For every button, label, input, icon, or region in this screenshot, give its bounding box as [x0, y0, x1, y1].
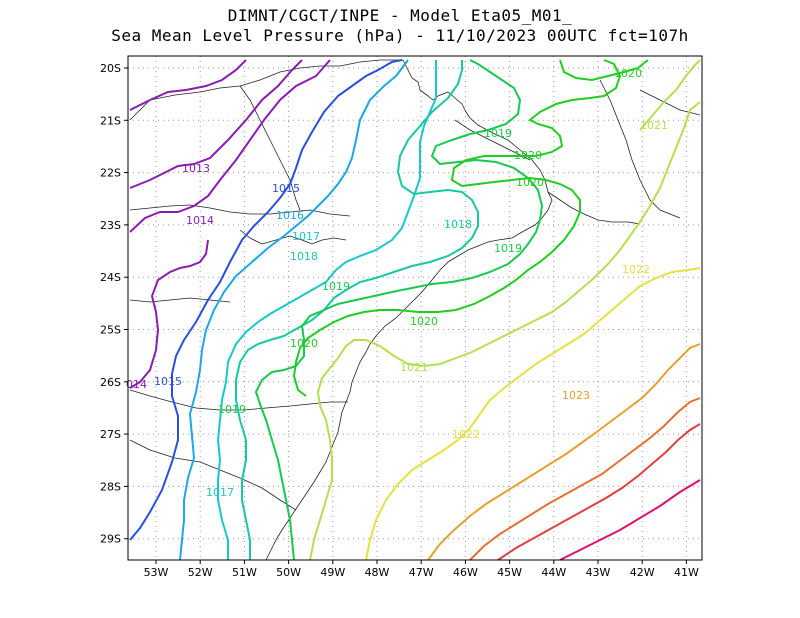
lon-label: 41W — [674, 566, 699, 579]
lon-label: 49W — [320, 566, 345, 579]
isobar-label: 1020 — [290, 337, 318, 350]
isobar-label: 1019 — [494, 242, 522, 255]
map-title-line-1: DIMNT/CGCT/INPE - Model Eta05_M01_ — [227, 6, 573, 25]
isobar-1020c — [292, 347, 307, 397]
map-frame — [127, 55, 703, 561]
isobars — [129, 59, 701, 561]
isobar-label: 1017 — [206, 486, 234, 499]
map-title-line-2: Sea Mean Level Pressure (hPa) - 11/10/20… — [111, 26, 689, 45]
lon-label: 52W — [188, 566, 213, 579]
isobar-1022 — [365, 267, 701, 561]
isobar-labels: 1013 1014 014 1015 1015 1016 1017 1017 1… — [126, 67, 668, 499]
isobar-label: 1018 — [444, 218, 472, 231]
lon-label: 44W — [541, 566, 566, 579]
isobar-label: 1016 — [276, 209, 304, 222]
isobar-label: 1014 — [186, 214, 214, 227]
isobar-label: 014 — [126, 378, 147, 391]
lat-label: 20S — [100, 62, 121, 75]
isobar-1018 — [235, 60, 479, 560]
lon-label: 51W — [232, 566, 257, 579]
isobar-label: 1022 — [622, 263, 650, 276]
isobar-1020a — [299, 59, 622, 349]
isobar-label: 1020 — [614, 67, 642, 80]
lat-label: 26S — [100, 376, 121, 389]
isobar-label: 1020 — [514, 149, 542, 162]
lon-label: 45W — [497, 566, 522, 579]
isobar-label: 1015 — [272, 182, 300, 195]
lat-label: 21S — [100, 114, 121, 127]
isobar-1016 — [179, 59, 409, 561]
isobar-1020b — [559, 59, 649, 82]
isobar-label: 1017 — [292, 230, 320, 243]
isobar-label: 1019 — [322, 280, 350, 293]
isobar-1021b — [639, 59, 701, 131]
isobar-label: 1021 — [400, 361, 428, 374]
isobar-label: 1022 — [452, 428, 480, 441]
lon-label: 46W — [453, 566, 478, 579]
isobar-1021 — [309, 101, 701, 561]
lon-label: 47W — [409, 566, 434, 579]
isobar-1025 — [497, 423, 701, 561]
isobar-1024 — [469, 397, 701, 561]
lat-label: 24S — [100, 271, 121, 284]
lat-label: 29S — [100, 533, 121, 546]
lon-label: 50W — [276, 566, 301, 579]
isobar-1023 — [427, 343, 701, 561]
lon-label: 43W — [586, 566, 611, 579]
isobar-label: 1023 — [562, 389, 590, 402]
lat-label: 27S — [100, 428, 121, 441]
isobar-1014 — [129, 59, 331, 389]
lon-label: 53W — [144, 566, 169, 579]
lat-label: 23S — [100, 219, 121, 232]
isobar-1015 — [129, 59, 403, 541]
coastlines-and-borders — [129, 59, 701, 561]
lon-label: 48W — [365, 566, 390, 579]
lat-label: 25S — [100, 324, 121, 337]
isobar-1026 — [559, 479, 701, 561]
isobar-label: 1019 — [218, 403, 246, 416]
isobar-label: 1020 — [516, 176, 544, 189]
lat-label: 28S — [100, 480, 121, 493]
isobar-label: 1019 — [484, 127, 512, 140]
isobar-label: 1021 — [640, 119, 668, 132]
coastline — [265, 59, 553, 561]
isobar-label: 1013 — [182, 162, 210, 175]
lat-label: 22S — [100, 167, 121, 180]
isobar-1017 — [216, 60, 437, 560]
isobar-label: 1015 — [154, 375, 182, 388]
axis-ticks: 20S 21S 22S 23S 24S 25S 26S 27S 28S 29S 53W 52W 51W 5… — [100, 62, 699, 579]
isobar-label: 1020 — [410, 315, 438, 328]
lon-label: 42W — [630, 566, 655, 579]
isobar-1013 — [129, 59, 303, 189]
isobar-label: 1018 — [290, 250, 318, 263]
isobar-1019 — [254, 59, 544, 561]
